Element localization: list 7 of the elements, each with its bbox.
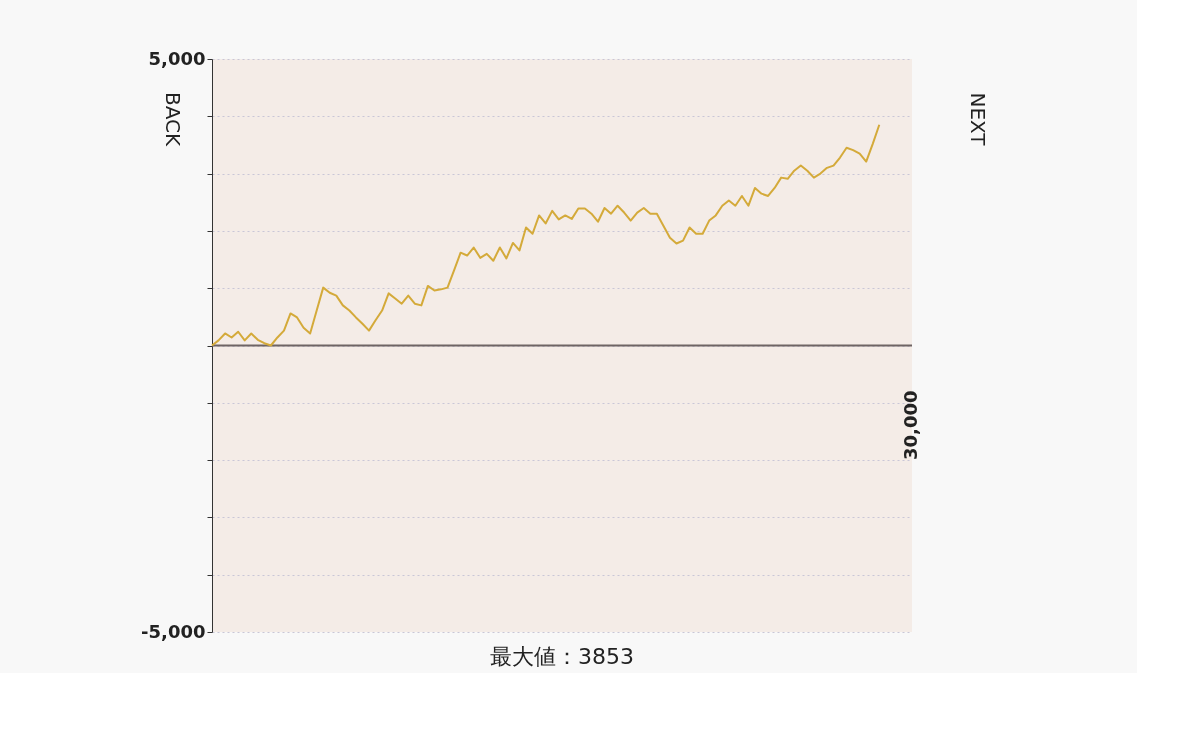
y-tick-label: 5,000: [148, 47, 206, 69]
annotation: 30,000: [900, 390, 921, 460]
text: NEXT: [966, 92, 990, 147]
text: BACK: [161, 91, 185, 147]
line-series: [211, 123, 881, 347]
y-tick-label: -5,000: [141, 620, 206, 642]
text: 最大値：3853: [490, 644, 634, 669]
